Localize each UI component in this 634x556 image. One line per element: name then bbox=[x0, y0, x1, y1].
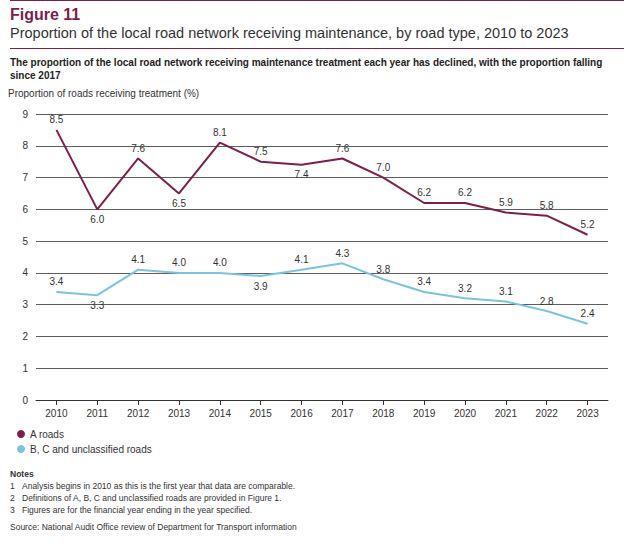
svg-text:7.4: 7.4 bbox=[295, 169, 309, 180]
svg-text:5.8: 5.8 bbox=[540, 200, 554, 211]
svg-text:0: 0 bbox=[22, 395, 28, 406]
html-text:The proportion of the local ro: The proportion of the local road network… bbox=[10, 57, 603, 81]
svg-text:2018: 2018 bbox=[372, 408, 395, 419]
svg-text:7.6: 7.6 bbox=[131, 143, 145, 154]
svg-text:A roads: A roads bbox=[30, 429, 64, 440]
svg-text:3.8: 3.8 bbox=[376, 264, 390, 275]
svg-text:2022: 2022 bbox=[536, 408, 559, 419]
html-text:Analysis begins in 2010 as thi: Analysis begins in 2010 as this is the f… bbox=[22, 481, 296, 491]
svg-text:Proportion of roads receiving: Proportion of roads receiving treatment … bbox=[8, 88, 199, 99]
svg-text:6.5: 6.5 bbox=[172, 198, 186, 209]
svg-text:3.1: 3.1 bbox=[499, 286, 513, 297]
svg-text:6: 6 bbox=[22, 204, 28, 215]
html-text:Proportion of the local road n: Proportion of the local road network rec… bbox=[10, 25, 569, 41]
svg-text:2012: 2012 bbox=[127, 408, 150, 419]
svg-text:4: 4 bbox=[22, 267, 28, 278]
svg-text:2013: 2013 bbox=[168, 408, 191, 419]
svg-text:3.4: 3.4 bbox=[417, 276, 431, 287]
svg-text:7: 7 bbox=[22, 172, 28, 183]
svg-text:B, C and unclassified roads: B, C and unclassified roads bbox=[30, 444, 152, 455]
svg-text:2.4: 2.4 bbox=[581, 308, 595, 319]
svg-text:3.9: 3.9 bbox=[254, 281, 268, 292]
svg-text:6.2: 6.2 bbox=[458, 187, 472, 198]
svg-text:7.0: 7.0 bbox=[376, 162, 390, 173]
svg-text:9: 9 bbox=[22, 109, 28, 120]
html-text:Source: National Audit Office: Source: National Audit Office review of … bbox=[10, 522, 297, 532]
svg-text:2019: 2019 bbox=[413, 408, 436, 419]
svg-text:2017: 2017 bbox=[331, 408, 354, 419]
svg-text:3.2: 3.2 bbox=[458, 283, 472, 294]
html-text:Definitions of A, B, C and unc: Definitions of A, B, C and unclassified … bbox=[22, 493, 282, 503]
svg-text:6.2: 6.2 bbox=[417, 187, 431, 198]
svg-text:3.3: 3.3 bbox=[90, 300, 104, 311]
svg-text:2016: 2016 bbox=[290, 408, 313, 419]
html-text:1: 1 bbox=[10, 481, 15, 491]
svg-text:4.0: 4.0 bbox=[172, 257, 186, 268]
svg-text:2020: 2020 bbox=[454, 408, 477, 419]
svg-text:6.0: 6.0 bbox=[90, 214, 104, 225]
svg-text:8.1: 8.1 bbox=[213, 127, 227, 138]
html-text:2: 2 bbox=[10, 493, 15, 503]
svg-text:3: 3 bbox=[22, 299, 28, 310]
svg-text:2.8: 2.8 bbox=[540, 296, 554, 307]
svg-text:4.1: 4.1 bbox=[131, 254, 145, 265]
svg-text:7.6: 7.6 bbox=[335, 143, 349, 154]
svg-text:5.9: 5.9 bbox=[499, 197, 513, 208]
svg-text:5: 5 bbox=[22, 236, 28, 247]
svg-text:4.3: 4.3 bbox=[335, 248, 349, 259]
svg-text:2014: 2014 bbox=[209, 408, 232, 419]
svg-text:2021: 2021 bbox=[495, 408, 518, 419]
svg-text:4.1: 4.1 bbox=[295, 254, 309, 265]
html-text:Figures are for the financial: Figures are for the financial year endin… bbox=[22, 505, 253, 515]
svg-text:2: 2 bbox=[22, 331, 28, 342]
svg-text:2015: 2015 bbox=[250, 408, 273, 419]
svg-text:5.2: 5.2 bbox=[581, 219, 595, 230]
svg-text:8: 8 bbox=[22, 140, 28, 151]
svg-text:3.4: 3.4 bbox=[49, 276, 63, 287]
svg-text:4.0: 4.0 bbox=[213, 257, 227, 268]
svg-text:2010: 2010 bbox=[45, 408, 68, 419]
html-text:3: 3 bbox=[10, 505, 15, 515]
svg-text:7.5: 7.5 bbox=[254, 146, 268, 157]
svg-text:2011: 2011 bbox=[87, 408, 109, 419]
svg-text:2023: 2023 bbox=[576, 408, 599, 419]
html-text:Figure 11: Figure 11 bbox=[10, 6, 81, 23]
svg-text:8.5: 8.5 bbox=[49, 114, 63, 125]
svg-text:1: 1 bbox=[22, 363, 28, 374]
html-text:Notes: Notes bbox=[10, 469, 34, 479]
